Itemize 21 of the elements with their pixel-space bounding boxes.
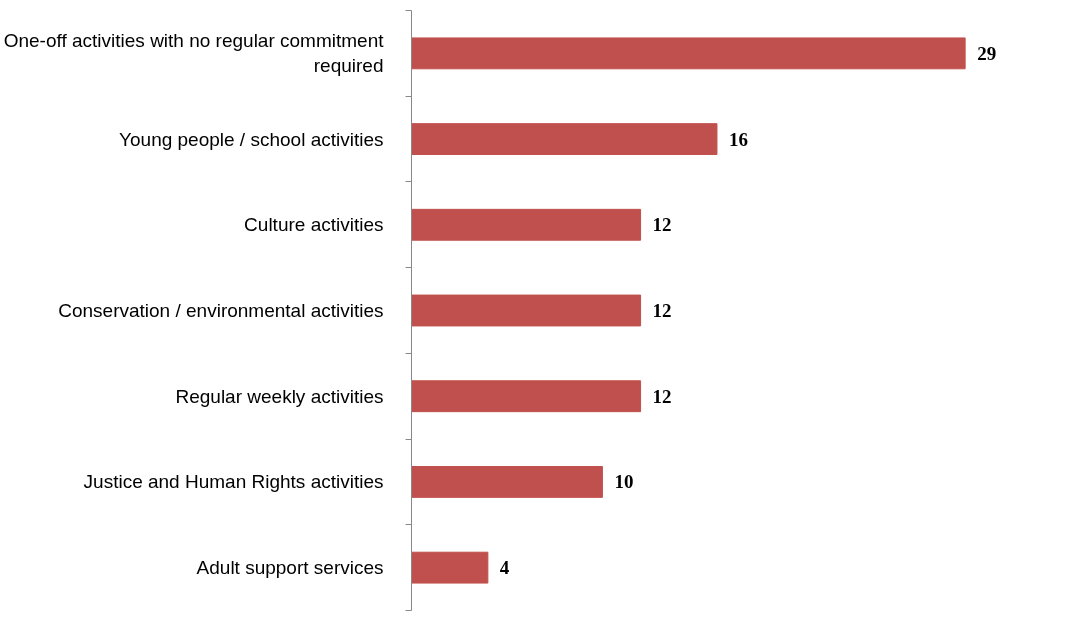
bar xyxy=(411,380,642,413)
y-tick-label: Culture activities xyxy=(244,214,384,236)
data-label: 16 xyxy=(728,128,748,150)
y-tick-label: One-off activities with no regular commitment required xyxy=(3,30,385,77)
bar xyxy=(411,123,718,155)
y-tick-label: Young people / school activities xyxy=(119,128,384,150)
bar xyxy=(411,208,642,241)
bar xyxy=(411,551,489,584)
data-label: 4 xyxy=(499,557,510,579)
data-label: 12 xyxy=(652,214,672,236)
data-label: 12 xyxy=(652,385,672,407)
y-tick-label: Adult support services xyxy=(196,557,384,579)
bar xyxy=(411,37,966,70)
data-label: 12 xyxy=(652,300,672,321)
y-tick-label: Conservation / environmental activities xyxy=(58,300,384,321)
data-label: 29 xyxy=(977,42,997,64)
bar xyxy=(411,466,603,498)
y-tick-label: Regular weekly activities xyxy=(175,385,384,407)
bar xyxy=(411,294,642,327)
y-tick-label: Justice and Human Rights activities xyxy=(83,471,384,493)
data-label: 10 xyxy=(614,471,634,493)
